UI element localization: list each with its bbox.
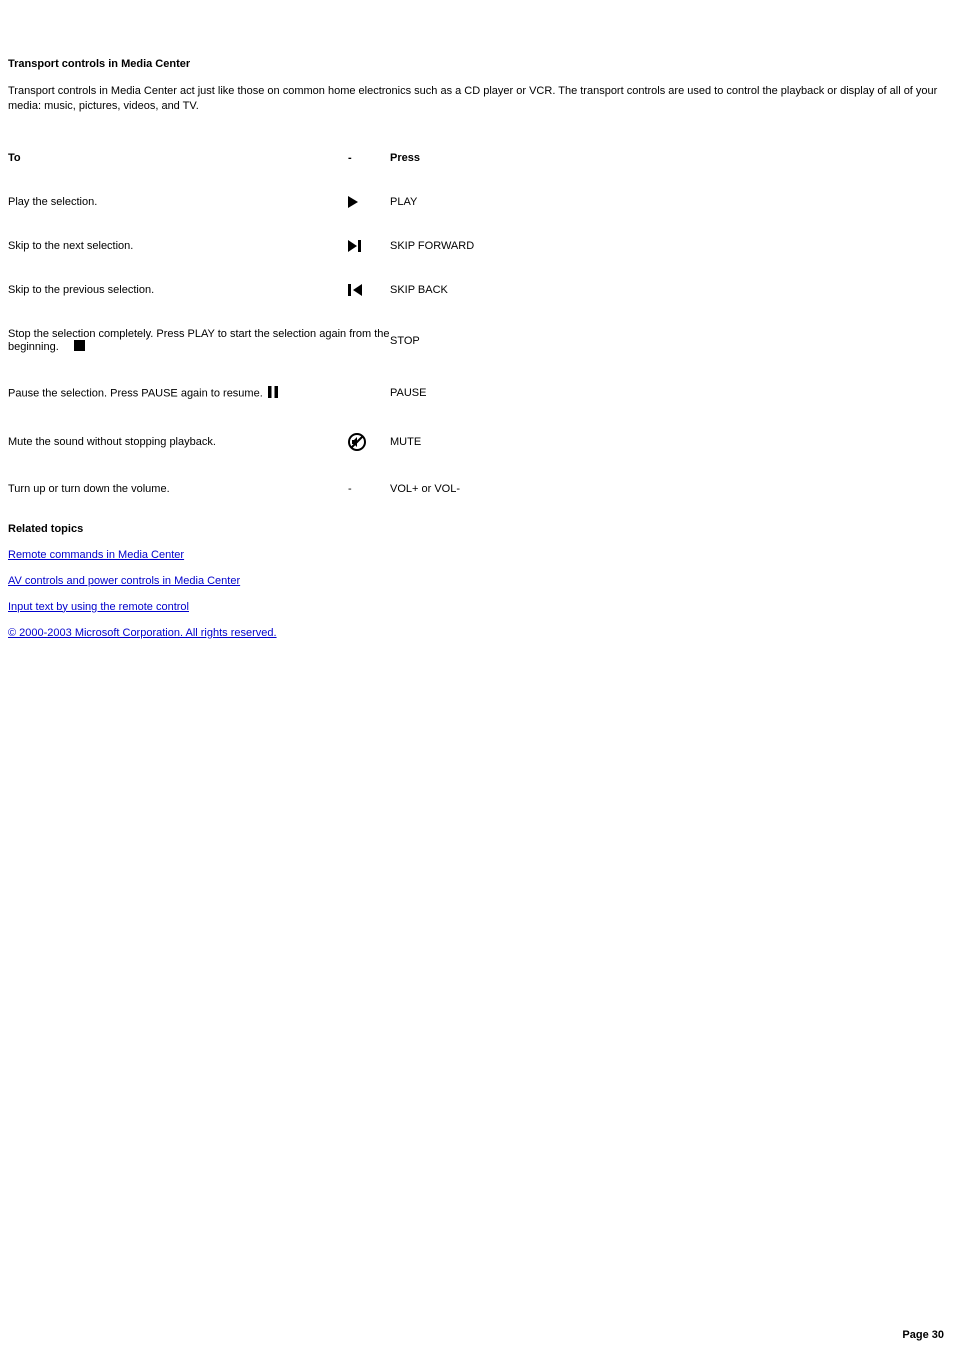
mute-icon	[348, 417, 390, 467]
row-press: STOP	[390, 312, 946, 370]
row-press: PAUSE	[390, 370, 946, 417]
row-to-text: Stop the selection completely. Press PLA…	[8, 328, 390, 353]
table-row: Pause the selection. Press PAUSE again t…	[8, 370, 946, 417]
row-to: Play the selection.	[8, 180, 348, 224]
copyright-link[interactable]: © 2000-2003 Microsoft Corporation. All r…	[8, 627, 277, 639]
skip-back-icon	[348, 268, 390, 312]
row-to-text: Pause the selection. Press PAUSE again t…	[8, 387, 263, 399]
related-link[interactable]: Input text by using the remote control	[8, 601, 189, 613]
empty-icon-cell	[348, 370, 390, 417]
transport-controls-table: To - Press Play the selection. PLAY Skip…	[8, 136, 946, 511]
header-dash: -	[348, 136, 390, 180]
related-topics-heading: Related topics	[8, 523, 946, 535]
table-row: Mute the sound without stopping playback…	[8, 417, 946, 467]
row-press: VOL+ or VOL-	[390, 467, 946, 511]
table-header-row: To - Press	[8, 136, 946, 180]
related-link[interactable]: AV controls and power controls in Media …	[8, 575, 240, 587]
header-press: Press	[390, 136, 946, 180]
play-icon	[348, 180, 390, 224]
row-press: MUTE	[390, 417, 946, 467]
row-to: Skip to the previous selection.	[8, 268, 348, 312]
table-row: Skip to the previous selection. SKIP BAC…	[8, 268, 946, 312]
row-press: PLAY	[390, 180, 946, 224]
row-press: SKIP FORWARD	[390, 224, 946, 268]
row-to: Pause the selection. Press PAUSE again t…	[8, 370, 348, 417]
skip-forward-icon	[348, 224, 390, 268]
table-row: Skip to the next selection. SKIP FORWARD	[8, 224, 946, 268]
volume-icon: -	[348, 467, 390, 511]
row-to: Stop the selection completely. Press PLA…	[8, 312, 390, 370]
row-to: Turn up or turn down the volume.	[8, 467, 348, 511]
row-press: SKIP BACK	[390, 268, 946, 312]
table-row: Stop the selection completely. Press PLA…	[8, 312, 946, 370]
table-row: Play the selection. PLAY	[8, 180, 946, 224]
page-number: Page 30	[902, 1329, 944, 1341]
intro-paragraph: Transport controls in Media Center act j…	[8, 84, 946, 114]
table-row: Turn up or turn down the volume. - VOL+ …	[8, 467, 946, 511]
row-to: Skip to the next selection.	[8, 224, 348, 268]
stop-icon	[74, 340, 85, 354]
header-to: To	[8, 136, 348, 180]
row-to: Mute the sound without stopping playback…	[8, 417, 348, 467]
related-link[interactable]: Remote commands in Media Center	[8, 549, 184, 561]
pause-icon	[268, 386, 278, 401]
page-title: Transport controls in Media Center	[8, 58, 946, 70]
